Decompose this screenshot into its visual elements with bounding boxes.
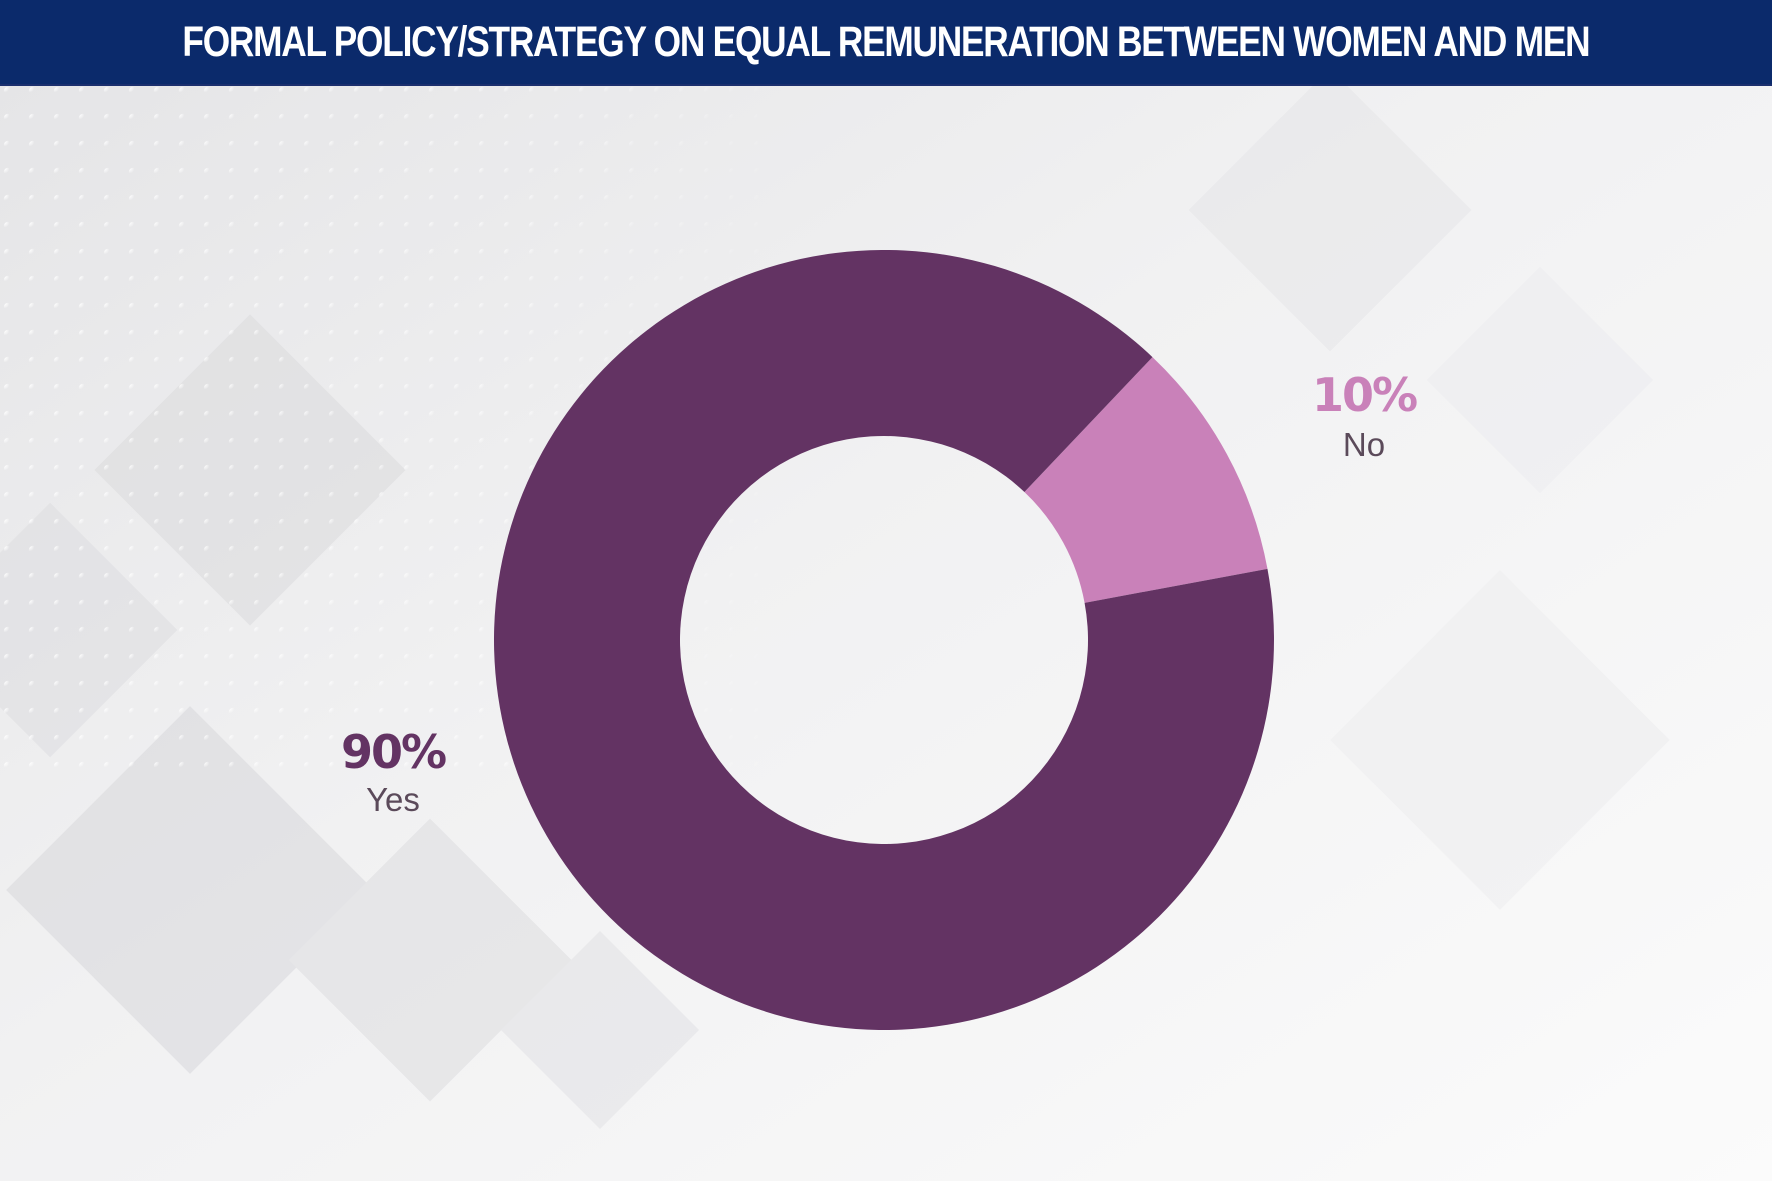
donut-slice-no [1024,357,1268,603]
value-label-no: 10% [1312,368,1417,422]
value-label-yes: 90% [341,725,446,779]
category-label-no: No [1343,426,1385,463]
donut-slice-yes [494,250,1274,1030]
chart-title: FORMAL POLICY/STRATEGY ON EQUAL REMUNERA… [182,17,1591,66]
category-label-yes: Yes [366,781,420,818]
title-bar: FORMAL POLICY/STRATEGY ON EQUAL REMUNERA… [0,0,1772,86]
